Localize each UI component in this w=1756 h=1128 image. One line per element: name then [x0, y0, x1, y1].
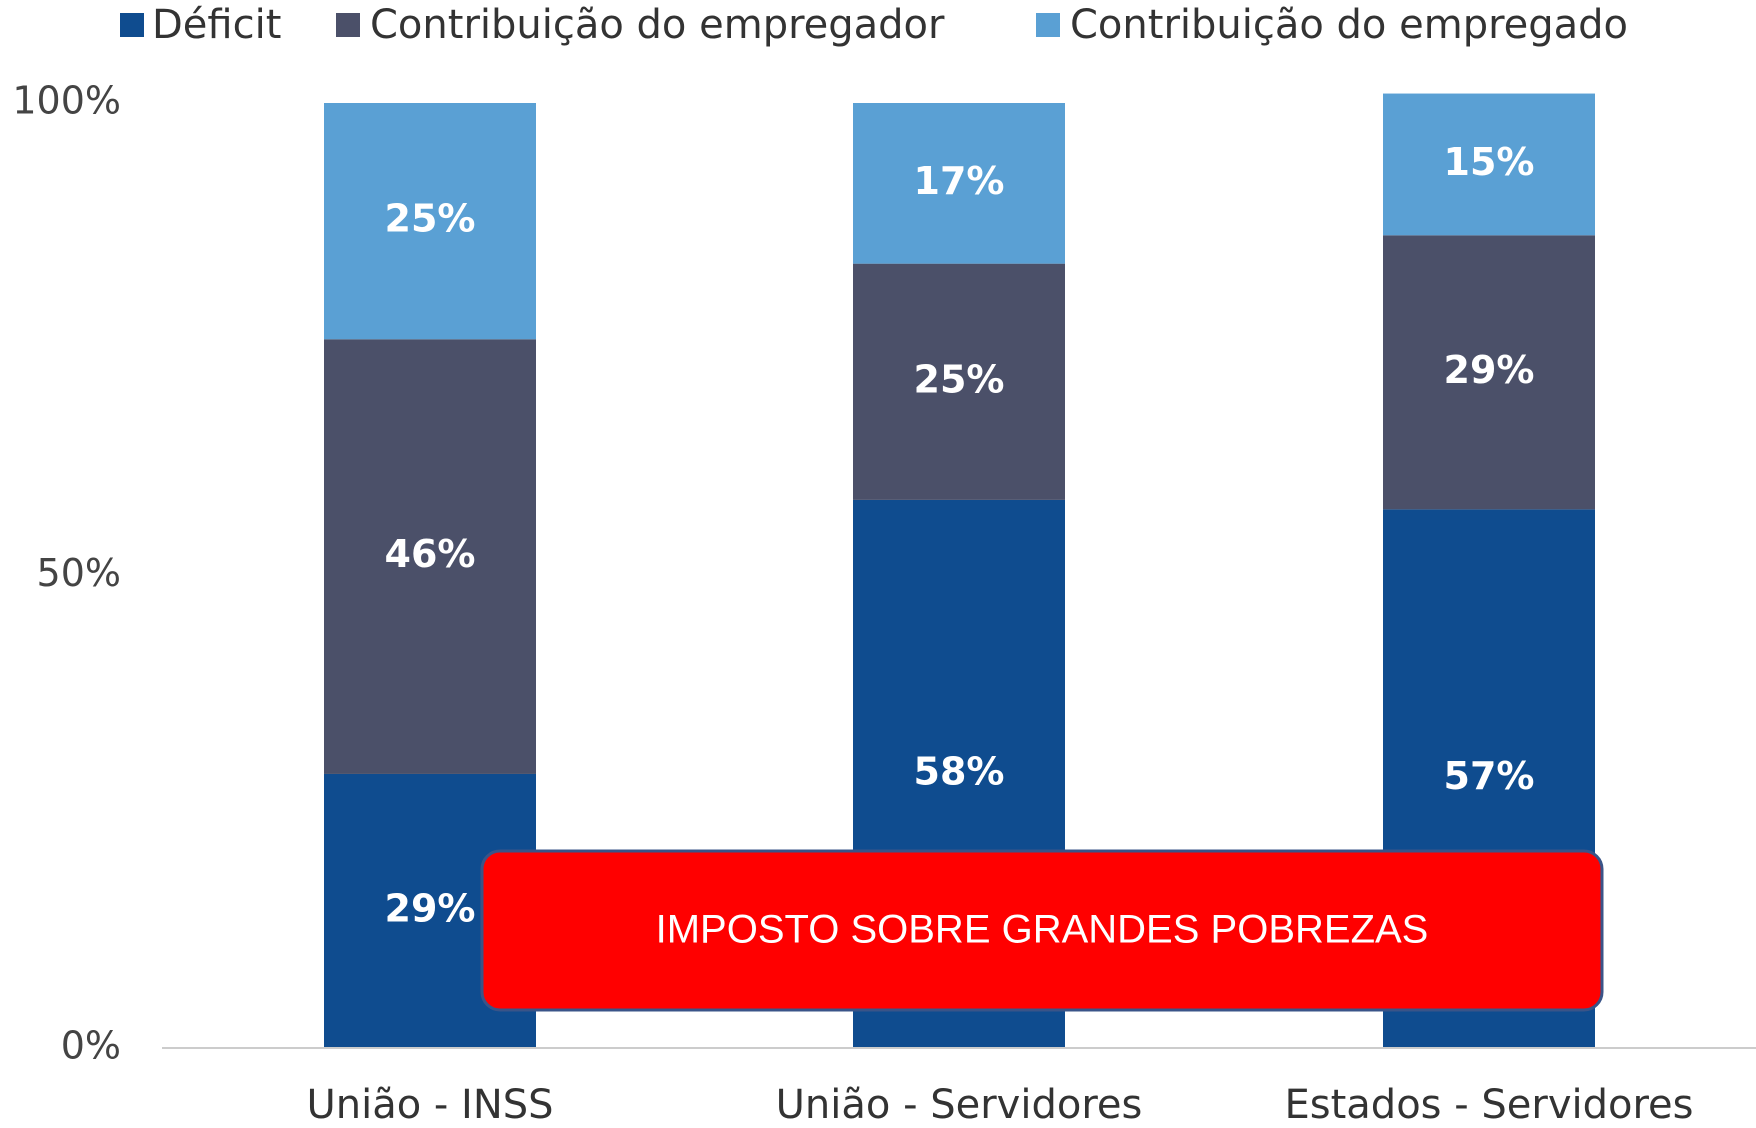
- legend-label: Déficit: [152, 2, 281, 48]
- y-tick-label: 100%: [12, 79, 121, 123]
- bar-segment: [324, 339, 536, 774]
- bar-segment: [1383, 93, 1595, 236]
- bar-segment: [1383, 235, 1595, 510]
- x-tick-label: União - Servidores: [776, 1082, 1143, 1128]
- x-tick-label: Estados - Servidores: [1285, 1082, 1694, 1128]
- legend-swatch: [336, 13, 360, 37]
- data-label: 29%: [1444, 348, 1535, 392]
- legend-swatch: [120, 13, 144, 37]
- bar-segment: [324, 103, 536, 340]
- data-label: 25%: [914, 357, 1005, 401]
- data-label: 25%: [385, 197, 476, 241]
- annotation-text: IMPOSTO SOBRE GRANDES POBREZAS: [656, 908, 1429, 952]
- x-tick-label: União - INSS: [306, 1082, 553, 1128]
- y-tick-label: 50%: [37, 551, 121, 595]
- bar-segment: [853, 103, 1065, 264]
- bar-segment: [853, 263, 1065, 500]
- y-tick-label: 0%: [61, 1024, 121, 1068]
- legend-label: Contribuição do empregado: [1070, 2, 1628, 48]
- data-label: 58%: [914, 749, 1005, 793]
- data-label: 57%: [1444, 754, 1535, 798]
- data-label: 46%: [385, 532, 476, 576]
- data-label: 29%: [385, 886, 476, 930]
- legend-swatch: [1036, 13, 1060, 37]
- data-label: 15%: [1444, 140, 1535, 184]
- data-label: 17%: [914, 159, 1005, 203]
- legend-label: Contribuição do empregador: [370, 2, 945, 48]
- annotation-box: [480, 849, 1604, 1012]
